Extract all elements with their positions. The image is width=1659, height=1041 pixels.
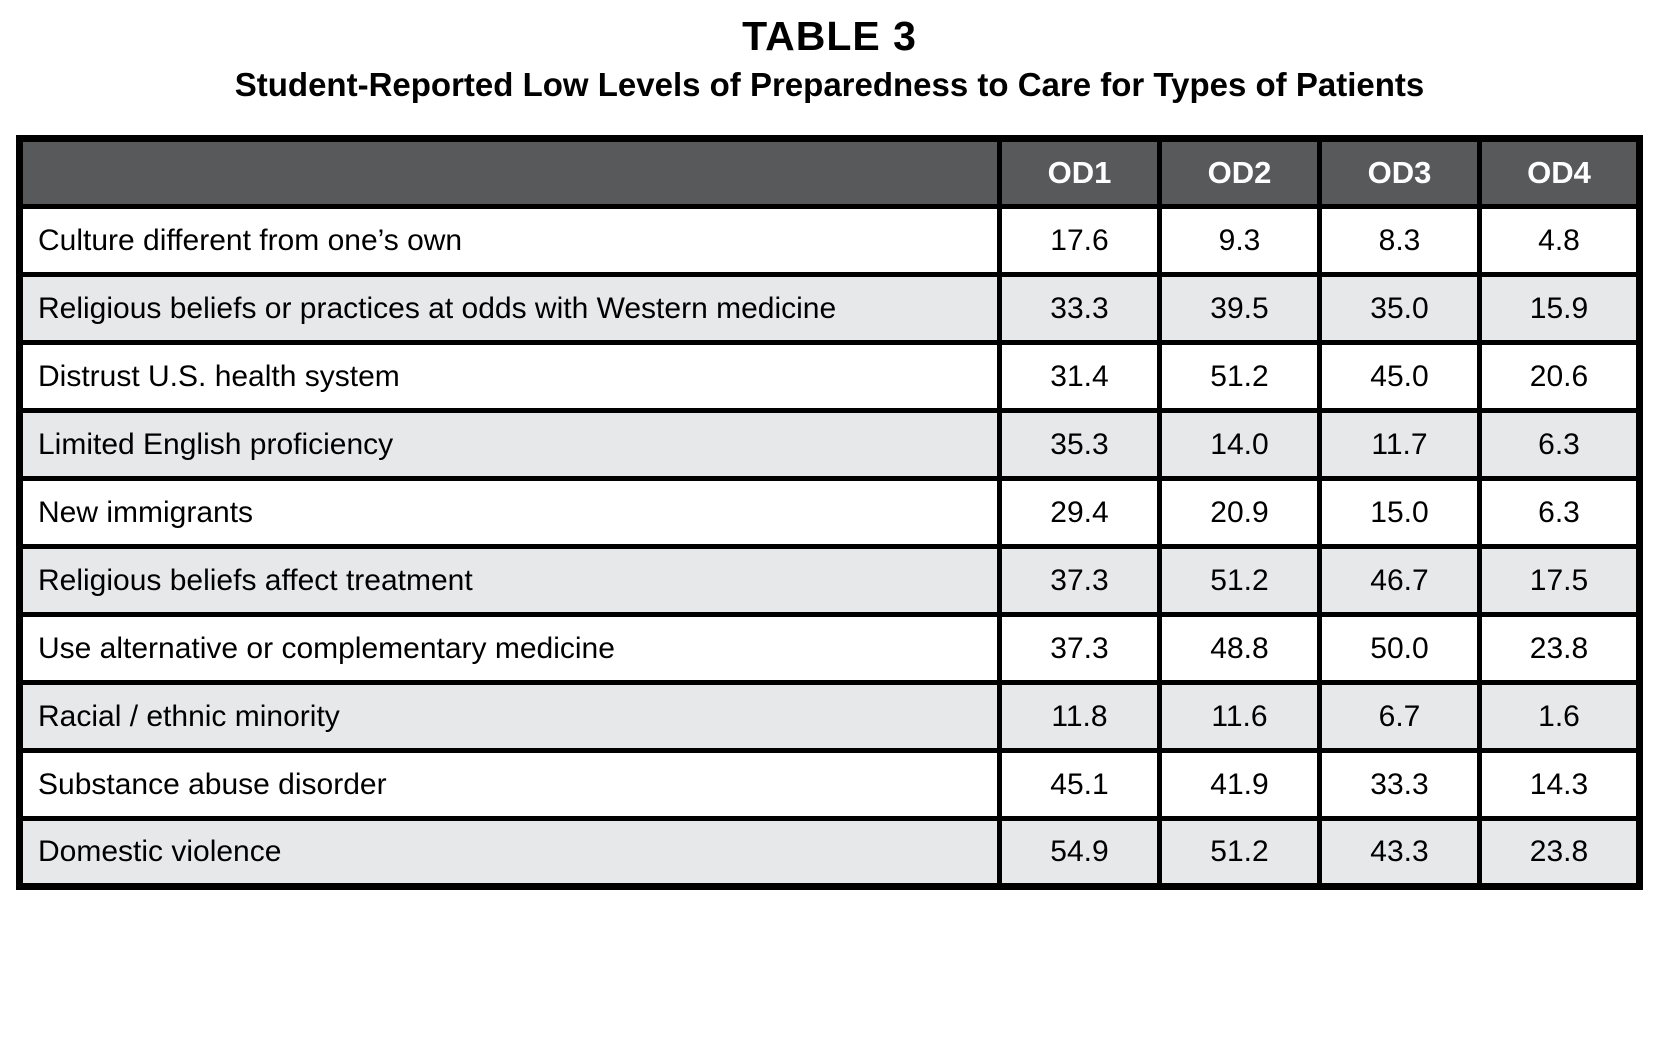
- value-cell: 23.8: [1477, 612, 1642, 686]
- row-label-cell: Racial / ethnic minority: [17, 680, 1002, 754]
- table-row: Substance abuse disorder 45.1 41.9 33.3 14.3: [17, 748, 1642, 822]
- value-cell: 6.3: [1477, 408, 1642, 482]
- table-row: Culture different from one’s own 17.6 9.3 8…: [17, 204, 1642, 278]
- row-label-cell: Domestic violence: [17, 816, 1002, 890]
- value-cell: 35.3: [997, 408, 1162, 482]
- value-cell: 15.0: [1317, 476, 1482, 550]
- table-row: Use alternative or complementary medicin…: [17, 612, 1642, 686]
- column-header-od2: OD2: [1157, 136, 1322, 210]
- value-cell: 11.7: [1317, 408, 1482, 482]
- row-label: Religious beliefs affect treatment: [38, 563, 473, 597]
- value-cell: 50.0: [1317, 612, 1482, 686]
- column-header-od3: OD3: [1317, 136, 1482, 210]
- value-cell: 45.1: [997, 748, 1162, 822]
- row-label-cell: Religious beliefs or practices at odds w…: [17, 272, 1002, 346]
- value-cell: 39.5: [1157, 272, 1322, 346]
- row-label-cell: Use alternative or complementary medicin…: [17, 612, 1002, 686]
- column-header-od1: OD1: [997, 136, 1162, 210]
- value-cell: 45.0: [1317, 340, 1482, 414]
- value-cell: 33.3: [1317, 748, 1482, 822]
- value-cell: 41.9: [1157, 748, 1322, 822]
- value-cell: 14.0: [1157, 408, 1322, 482]
- value-cell: 17.6: [997, 204, 1162, 278]
- row-label: Limited English proficiency: [38, 427, 394, 461]
- value-cell: 9.3: [1157, 204, 1322, 278]
- table-subtitle: Student-Reported Low Levels of Preparedn…: [234, 66, 1425, 104]
- value-cell: 14.3: [1477, 748, 1642, 822]
- row-label: New immigrants: [38, 495, 254, 529]
- value-cell: 37.3: [997, 544, 1162, 618]
- value-cell: 51.2: [1157, 340, 1322, 414]
- table-title: TABLE 3: [742, 13, 917, 59]
- row-label: Domestic violence: [38, 835, 282, 869]
- value-cell: 31.4: [997, 340, 1162, 414]
- value-cell: 1.6: [1477, 680, 1642, 754]
- value-cell: 6.7: [1317, 680, 1482, 754]
- value-cell: 11.6: [1157, 680, 1322, 754]
- value-cell: 48.8: [1157, 612, 1322, 686]
- row-label: Substance abuse disorder: [38, 767, 387, 801]
- table-body: Culture different from one’s own 17.6 9.3 8…: [17, 204, 1642, 890]
- row-label: Culture different from one’s own: [38, 223, 463, 257]
- table-row: Racial / ethnic minority 11.8 11.6 6.7 1.6: [17, 680, 1642, 754]
- value-cell: 6.3: [1477, 476, 1642, 550]
- row-label-cell: Culture different from one’s own: [17, 204, 1002, 278]
- column-header-od4: OD4: [1477, 136, 1642, 210]
- table-row: New immigrants 29.4 20.9 15.0 6.3: [17, 476, 1642, 550]
- row-label-cell: Distrust U.S. health system: [17, 340, 1002, 414]
- preparedness-table: OD1 OD2 OD3 OD4 Culture different from one’…: [16, 135, 1643, 891]
- value-cell: 54.9: [997, 816, 1162, 890]
- table-row: Religious beliefs or practices at odds w…: [17, 272, 1642, 346]
- value-cell: 51.2: [1157, 544, 1322, 618]
- row-label-cell: Limited English proficiency: [17, 408, 1002, 482]
- row-label-cell: New immigrants: [17, 476, 1002, 550]
- table-row: Religious beliefs affect treatment 37.3 51…: [17, 544, 1642, 618]
- value-cell: 23.8: [1477, 816, 1642, 890]
- row-label: Distrust U.S. health system: [38, 359, 400, 393]
- value-cell: 46.7: [1317, 544, 1482, 618]
- value-cell: 33.3: [997, 272, 1162, 346]
- row-label-cell: Substance abuse disorder: [17, 748, 1002, 822]
- value-cell: 37.3: [997, 612, 1162, 686]
- value-cell: 43.3: [1317, 816, 1482, 890]
- table-row: Domestic violence 54.9 51.2 43.3 23.8: [17, 816, 1642, 890]
- value-cell: 51.2: [1157, 816, 1322, 890]
- value-cell: 20.6: [1477, 340, 1642, 414]
- value-cell: 11.8: [997, 680, 1162, 754]
- value-cell: 29.4: [997, 476, 1162, 550]
- table-row: Limited English proficiency 35.3 14.0 11.7 6…: [17, 408, 1642, 482]
- value-cell: 20.9: [1157, 476, 1322, 550]
- row-label: Religious beliefs or practices at odds w…: [38, 291, 837, 325]
- value-cell: 15.9: [1477, 272, 1642, 346]
- value-cell: 4.8: [1477, 204, 1642, 278]
- value-cell: 8.3: [1317, 204, 1482, 278]
- header-row: OD1 OD2 OD3 OD4: [17, 136, 1642, 210]
- corner-cell: [17, 136, 1002, 210]
- row-label-cell: Religious beliefs affect treatment: [17, 544, 1002, 618]
- value-cell: 17.5: [1477, 544, 1642, 618]
- row-label: Racial / ethnic minority: [38, 699, 340, 733]
- row-label: Use alternative or complementary medicin…: [38, 631, 615, 665]
- table-row: Distrust U.S. health system 31.4 51.2 45.0 2…: [17, 340, 1642, 414]
- value-cell: 35.0: [1317, 272, 1482, 346]
